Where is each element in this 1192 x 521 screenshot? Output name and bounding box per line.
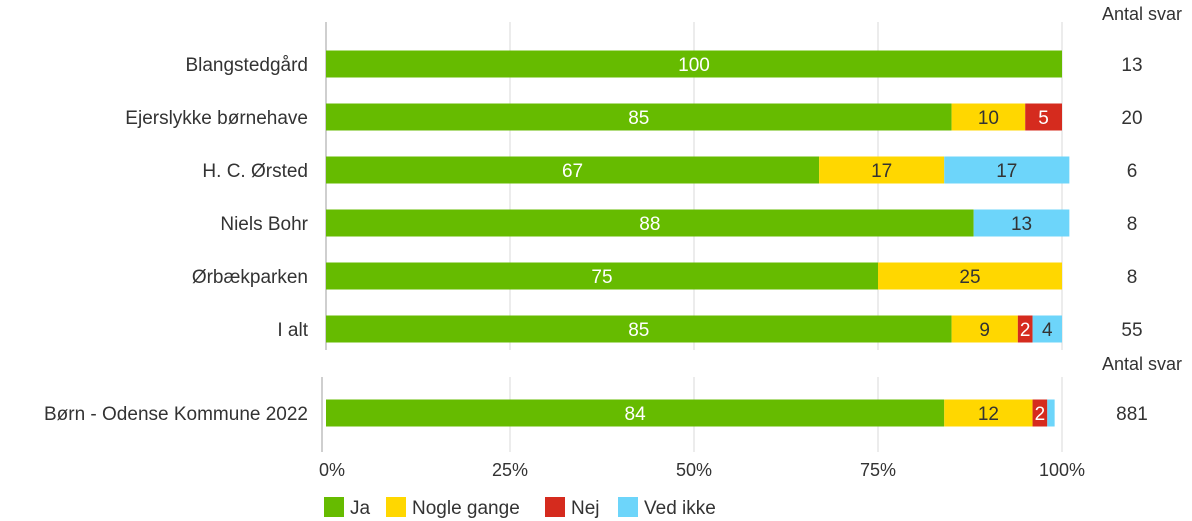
data-label-nogle-gange-i-alt: 9: [979, 320, 990, 341]
data-label-nogle-gange-rb-kparken: 25: [959, 267, 980, 288]
data-label-ja-h-c-rsted: 67: [562, 161, 583, 182]
data-label-nogle-gange-b-rn-odense-kommune-2022: 12: [978, 404, 999, 425]
legend-label-nej: Nej: [571, 498, 600, 519]
bar-ja-ejerslykke-b-rnehave: [326, 103, 952, 131]
data-label-nej-b-rn-odense-kommune-2022: 2: [1035, 404, 1046, 425]
count-niels-bohr: 8: [1127, 214, 1138, 235]
legend-swatch-ja: [324, 497, 344, 517]
data-label-nej-ejerslykke-b-rnehave: 5: [1038, 108, 1049, 129]
category-label-ejerslykke-b-rnehave: Ejerslykke børnehave: [125, 108, 308, 129]
x-tick-label: 50%: [676, 460, 712, 480]
bar-nogle-gange-ejerslykke-b-rnehave: [951, 103, 1026, 131]
bar-ved-ikke-niels-bohr: [973, 209, 1070, 237]
data-label-ja-b-rn-odense-kommune-2022: 84: [625, 404, 647, 425]
legend-label-nogle-gange: Nogle gange: [412, 498, 520, 519]
data-label-ja-rb-kparken: 75: [591, 267, 612, 288]
legend-swatch-nogle-gange: [386, 497, 406, 517]
bar-ja-niels-bohr: [326, 209, 974, 237]
category-label-h-c-rsted: H. C. Ørsted: [202, 161, 308, 182]
counts-header: Antal svar: [1102, 4, 1182, 24]
category-label-rb-kparken: Ørbækparken: [192, 267, 308, 288]
data-label-ved-ikke-i-alt: 4: [1042, 320, 1053, 341]
bar-ja-b-rn-odense-kommune-2022: [326, 399, 945, 427]
category-label-b-rn-odense-kommune-2022: Børn - Odense Kommune 2022: [44, 404, 308, 425]
bar-nej-ejerslykke-b-rnehave: [1025, 103, 1062, 131]
bar-ja-h-c-rsted: [326, 156, 820, 184]
bar-ja-blangstedg-rd: [326, 50, 1062, 78]
bar-nogle-gange-rb-kparken: [878, 262, 1062, 290]
data-label-ved-ikke-h-c-rsted: 17: [996, 161, 1017, 182]
x-tick-label: 75%: [860, 460, 896, 480]
bar-nogle-gange-h-c-rsted: [819, 156, 945, 184]
data-label-ja-niels-bohr: 88: [639, 214, 660, 235]
count-rb-kparken: 8: [1127, 267, 1138, 288]
bar-nogle-gange-b-rn-odense-kommune-2022: [944, 399, 1033, 427]
category-label-niels-bohr: Niels Bohr: [220, 214, 308, 235]
data-label-ved-ikke-niels-bohr: 13: [1011, 214, 1032, 235]
data-label-nej-i-alt: 2: [1020, 320, 1031, 341]
data-label-nogle-gange-ejerslykke-b-rnehave: 10: [978, 108, 999, 129]
count-i-alt: 55: [1121, 320, 1142, 341]
data-label-nogle-gange-h-c-rsted: 17: [871, 161, 892, 182]
count-ejerslykke-b-rnehave: 20: [1121, 108, 1142, 129]
data-label-ja-blangstedg-rd: 100: [678, 55, 710, 76]
bar-nej-b-rn-odense-kommune-2022: [1032, 399, 1048, 427]
bar-ja-rb-kparken: [326, 262, 878, 290]
counts-header: Antal svar: [1102, 354, 1182, 374]
legend-label-ja: Ja: [350, 498, 371, 519]
data-label-ja-ejerslykke-b-rnehave: 85: [628, 108, 649, 129]
data-label-ja-i-alt: 85: [628, 320, 649, 341]
legend-swatch-nej: [545, 497, 565, 517]
legend-swatch-ved-ikke: [618, 497, 638, 517]
count-b-rn-odense-kommune-2022: 881: [1116, 404, 1148, 425]
category-label-blangstedg-rd: Blangstedgård: [185, 55, 308, 76]
legend-label-ved-ikke: Ved ikke: [644, 498, 716, 519]
bar-ved-ikke-b-rn-odense-kommune-2022: [1047, 399, 1055, 427]
bar-ja-i-alt: [326, 315, 952, 343]
x-tick-label: 100%: [1039, 460, 1085, 480]
bar-nogle-gange-i-alt: [951, 315, 1018, 343]
count-h-c-rsted: 6: [1127, 161, 1138, 182]
category-label-i-alt: I alt: [277, 320, 308, 341]
bar-nej-i-alt: [1017, 315, 1033, 343]
x-tick-label: 25%: [492, 460, 528, 480]
bar-ved-ikke-h-c-rsted: [944, 156, 1070, 184]
x-tick-label: 0%: [319, 460, 345, 480]
bar-ved-ikke-i-alt: [1032, 315, 1062, 343]
count-blangstedg-rd: 13: [1121, 55, 1142, 76]
